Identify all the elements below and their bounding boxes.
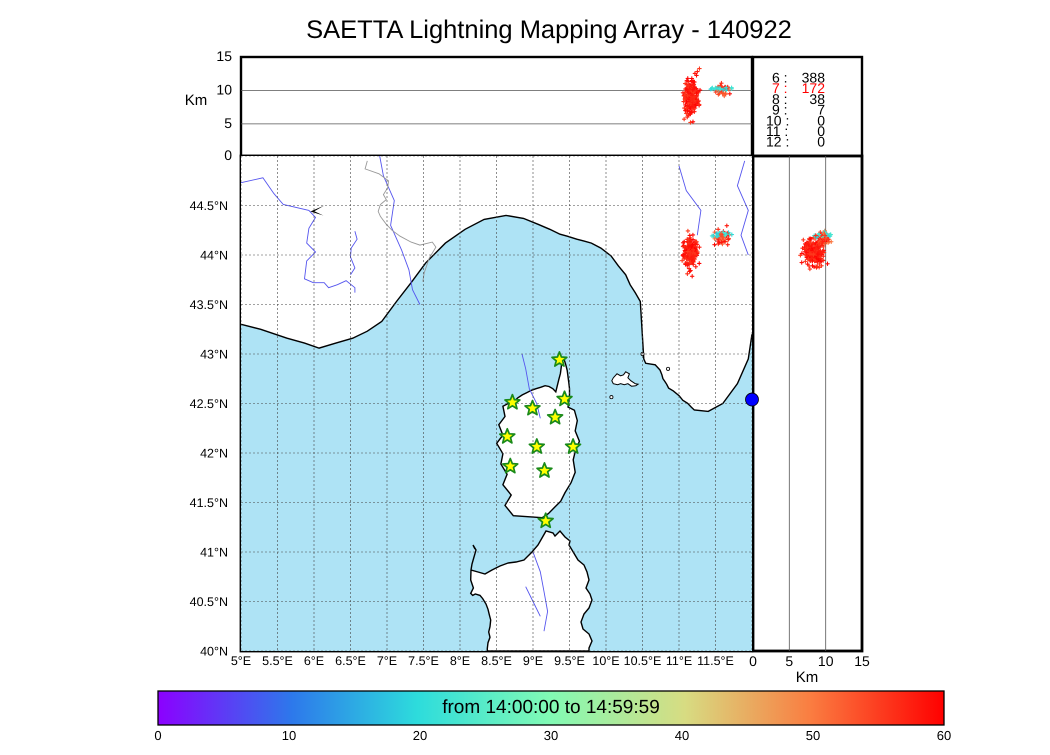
svg-text:44.5°N: 44.5°N: [190, 199, 228, 213]
svg-text:7.5°E: 7.5°E: [408, 654, 439, 668]
svg-text:7°E: 7°E: [377, 654, 397, 668]
svg-text:0: 0: [749, 653, 757, 669]
svg-text:5.5°E: 5.5°E: [262, 654, 293, 668]
svg-text:0: 0: [154, 728, 161, 743]
svg-text:40: 40: [675, 728, 689, 743]
svg-text:8.5°E: 8.5°E: [481, 654, 512, 668]
svg-text:5: 5: [224, 115, 232, 131]
svg-text:12 :: 12 :: [766, 134, 789, 150]
svg-text:9.5°E: 9.5°E: [554, 654, 585, 668]
svg-text:Km: Km: [796, 669, 819, 686]
svg-text:41.5°N: 41.5°N: [190, 496, 228, 510]
svg-text:0: 0: [224, 147, 232, 163]
svg-text:15: 15: [854, 653, 870, 669]
svg-text:44°N: 44°N: [200, 249, 228, 263]
svg-text:Km: Km: [185, 92, 208, 109]
svg-text:10.5°E: 10.5°E: [624, 654, 662, 668]
svg-text:6.5°E: 6.5°E: [335, 654, 366, 668]
svg-text:10: 10: [216, 82, 232, 98]
svg-text:10°E: 10°E: [592, 654, 619, 668]
svg-text:50: 50: [806, 728, 820, 743]
svg-text:20: 20: [413, 728, 427, 743]
svg-text:43°N: 43°N: [200, 348, 228, 362]
svg-text:43.5°N: 43.5°N: [190, 298, 228, 312]
svg-text:10: 10: [818, 653, 834, 669]
svg-text:10: 10: [282, 728, 296, 743]
svg-text:8°E: 8°E: [450, 654, 470, 668]
svg-text:6°E: 6°E: [304, 654, 324, 668]
svg-text:41°N: 41°N: [200, 546, 228, 560]
svg-text:30: 30: [544, 728, 558, 743]
svg-text:42°N: 42°N: [200, 447, 228, 461]
svg-text:11°E: 11°E: [666, 654, 692, 668]
svg-text:from 14:00:00 to 14:59:59: from 14:00:00 to 14:59:59: [442, 697, 660, 718]
svg-text:40°N: 40°N: [200, 645, 228, 659]
svg-text:0: 0: [817, 134, 825, 150]
svg-text:42.5°N: 42.5°N: [190, 397, 228, 411]
svg-text:5: 5: [785, 653, 793, 669]
svg-text:9°E: 9°E: [523, 654, 543, 668]
svg-text:11.5°E: 11.5°E: [697, 654, 734, 668]
svg-text:SAETTA Lightning Mapping Array: SAETTA Lightning Mapping Array - 140922: [306, 16, 792, 44]
svg-text:5°E: 5°E: [231, 654, 251, 668]
svg-text:60: 60: [937, 728, 951, 743]
svg-text:15: 15: [216, 48, 232, 64]
svg-text:40.5°N: 40.5°N: [190, 595, 228, 609]
